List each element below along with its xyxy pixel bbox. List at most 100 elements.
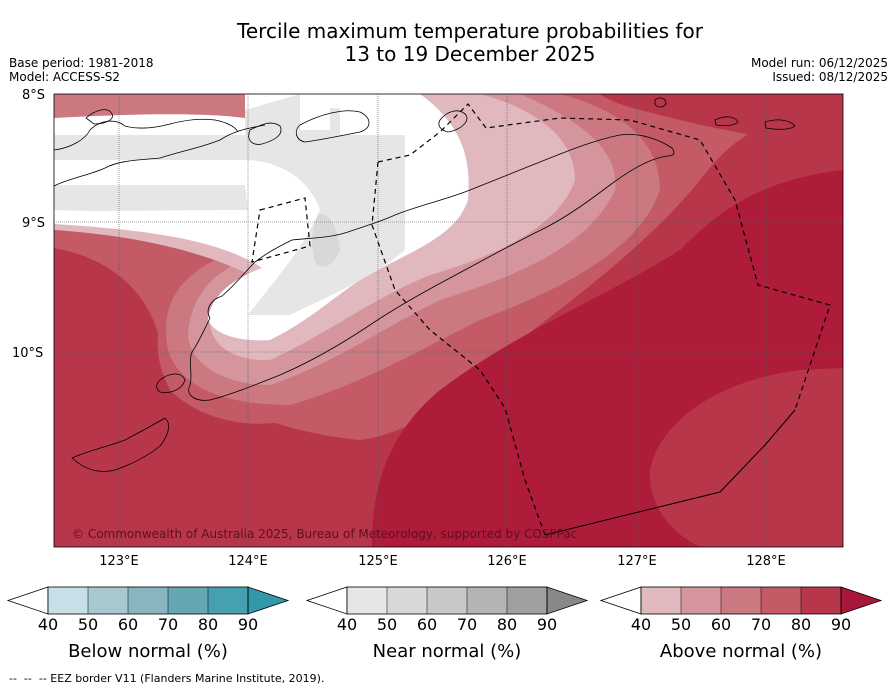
lon-label-125e: 125°E <box>358 554 398 569</box>
colorbar-near-tick: 70 <box>457 615 477 634</box>
coast-timor <box>188 133 675 401</box>
colorbar-below-segment <box>208 587 248 614</box>
white-notch <box>300 94 420 130</box>
near-50-60-patch <box>312 214 340 267</box>
colorbar-above-segment <box>721 587 761 614</box>
colorbar-near-tick: 80 <box>497 615 517 634</box>
base-period: Base period: 1981-2018 <box>9 56 154 70</box>
copyright-notice: © Commonwealth of Australia 2025, Bureau… <box>72 527 577 541</box>
colorbar-below-segment <box>48 587 88 614</box>
colorbar-below-tick: 60 <box>118 615 138 634</box>
eez-footnote: -- -- -- EEZ border V11 (Flanders Marine… <box>9 672 325 685</box>
meta-right: Model run: 06/12/2025 Issued: 08/12/2025 <box>751 56 888 84</box>
colorbar-above-low-arrow <box>599 586 642 615</box>
colorbar-above-tick: 90 <box>831 615 851 634</box>
colorbar-above-segment <box>801 587 841 614</box>
colorbar-below-segment <box>168 587 208 614</box>
colorbar-above-title: Above normal (%) <box>660 641 822 662</box>
lon-label-126e: 126°E <box>487 554 527 569</box>
colorbar-near-segment <box>507 587 547 614</box>
eez-west <box>371 161 546 536</box>
coast-atauro <box>438 110 468 133</box>
colorbar-below: 40 50 60 70 80 90 Below normal (%) <box>6 586 290 662</box>
colorbar-near-high-arrow <box>546 586 589 615</box>
gridlines <box>54 94 843 547</box>
coast-flores-north <box>54 118 239 151</box>
colorbar-above-tick: 60 <box>711 615 731 634</box>
colorbar-above-segment <box>641 587 681 614</box>
lat-label-9s: 9°S <box>22 216 45 231</box>
lon-label-127e: 127°E <box>617 554 657 569</box>
colorbar-above-outline <box>640 586 842 615</box>
coast-rote <box>156 373 186 393</box>
colorbars: 40 50 60 70 80 90 Below normal (%) 40 50 60 70 80 90… <box>6 586 883 662</box>
colorbar-near-title: Near normal (%) <box>373 641 522 662</box>
lon-label-123e: 123°E <box>99 554 139 569</box>
coast-flores <box>54 124 266 187</box>
colorbar-near-segment <box>347 587 387 614</box>
colorbar-near: 40 50 60 70 80 90 Near normal (%) <box>305 586 589 662</box>
coast-islet-3 <box>714 116 739 126</box>
colorbar-below-low-arrow <box>6 586 49 615</box>
title-line-2: 13 to 19 December 2025 <box>344 42 596 66</box>
colorbar-above-tick: 40 <box>631 615 651 634</box>
colorbar-below-title: Below normal (%) <box>68 641 228 662</box>
coast-islet-4 <box>764 119 796 130</box>
lon-label-124e: 124°E <box>228 554 268 569</box>
colorbar-below-tick: 80 <box>198 615 218 634</box>
near-40-50-strip-2 <box>54 185 248 211</box>
eez-oecusse <box>251 197 311 263</box>
colorbar-below-tick: 50 <box>78 615 98 634</box>
lon-label-128e: 128°E <box>746 554 786 569</box>
colorbar-below-tick: 90 <box>238 615 258 634</box>
colorbar-near-tick: 40 <box>337 615 357 634</box>
model-run: Model run: 06/12/2025 <box>750 56 888 70</box>
above-60-70-top-left <box>54 94 245 118</box>
model-name: Model: ACCESS-S2 <box>9 70 121 84</box>
lat-labels: 8°S 9°S 10°S <box>12 88 45 361</box>
colorbar-below-tick: 70 <box>158 615 178 634</box>
issued-date: Issued: 08/12/2025 <box>772 70 888 84</box>
colorbar-above-tick: 80 <box>791 615 811 634</box>
colorbar-below-segment <box>88 587 128 614</box>
coast-islet-2 <box>654 97 667 108</box>
colorbar-near-segment <box>387 587 427 614</box>
colorbar-above-segment <box>681 587 721 614</box>
eez-timor-north <box>377 103 831 411</box>
coast-pantar <box>248 122 282 145</box>
colorbar-above-tick: 50 <box>671 615 691 634</box>
colorbar-near-segment <box>427 587 467 614</box>
map-title: Tercile maximum temperature probabilitie… <box>180 20 760 66</box>
colorbar-below-high-arrow <box>247 586 290 615</box>
colorbar-above-segment <box>761 587 801 614</box>
colorbar-near-segment <box>467 587 507 614</box>
probability-field <box>54 94 843 547</box>
lat-label-8s: 8°S <box>22 88 45 103</box>
colorbar-below-outline <box>47 586 249 615</box>
lon-labels: 123°E 124°E 125°E 126°E 127°E 128°E <box>99 554 786 569</box>
near-40-50-strip-1 <box>54 135 245 160</box>
coast-sumba <box>71 417 170 472</box>
colorbar-below-segment <box>128 587 168 614</box>
eez-border <box>251 103 831 536</box>
colorbar-near-tick: 90 <box>537 615 557 634</box>
colorbar-near-low-arrow <box>305 586 348 615</box>
coastlines <box>54 97 796 472</box>
above-80-90-pocket <box>649 368 843 547</box>
lat-label-10s: 10°S <box>12 346 43 361</box>
colorbar-above-high-arrow <box>840 586 883 615</box>
meta-left: Base period: 1981-2018 Model: ACCESS-S2 <box>9 56 154 84</box>
eez-solid-border <box>544 409 796 536</box>
colorbar-near-tick: 50 <box>377 615 397 634</box>
title-line-1: Tercile maximum temperature probabilitie… <box>237 19 703 43</box>
coast-alor <box>295 110 370 143</box>
above-80-90-top <box>600 94 843 150</box>
coast-islet-1 <box>85 109 113 125</box>
colorbar-above: 40 50 60 70 80 90 Above normal (%) <box>599 586 883 662</box>
colorbar-near-tick: 60 <box>417 615 437 634</box>
colorbar-near-outline <box>346 586 548 615</box>
near-40-50-main <box>245 94 420 315</box>
map-frame <box>53 93 844 548</box>
colorbar-above-tick: 70 <box>751 615 771 634</box>
